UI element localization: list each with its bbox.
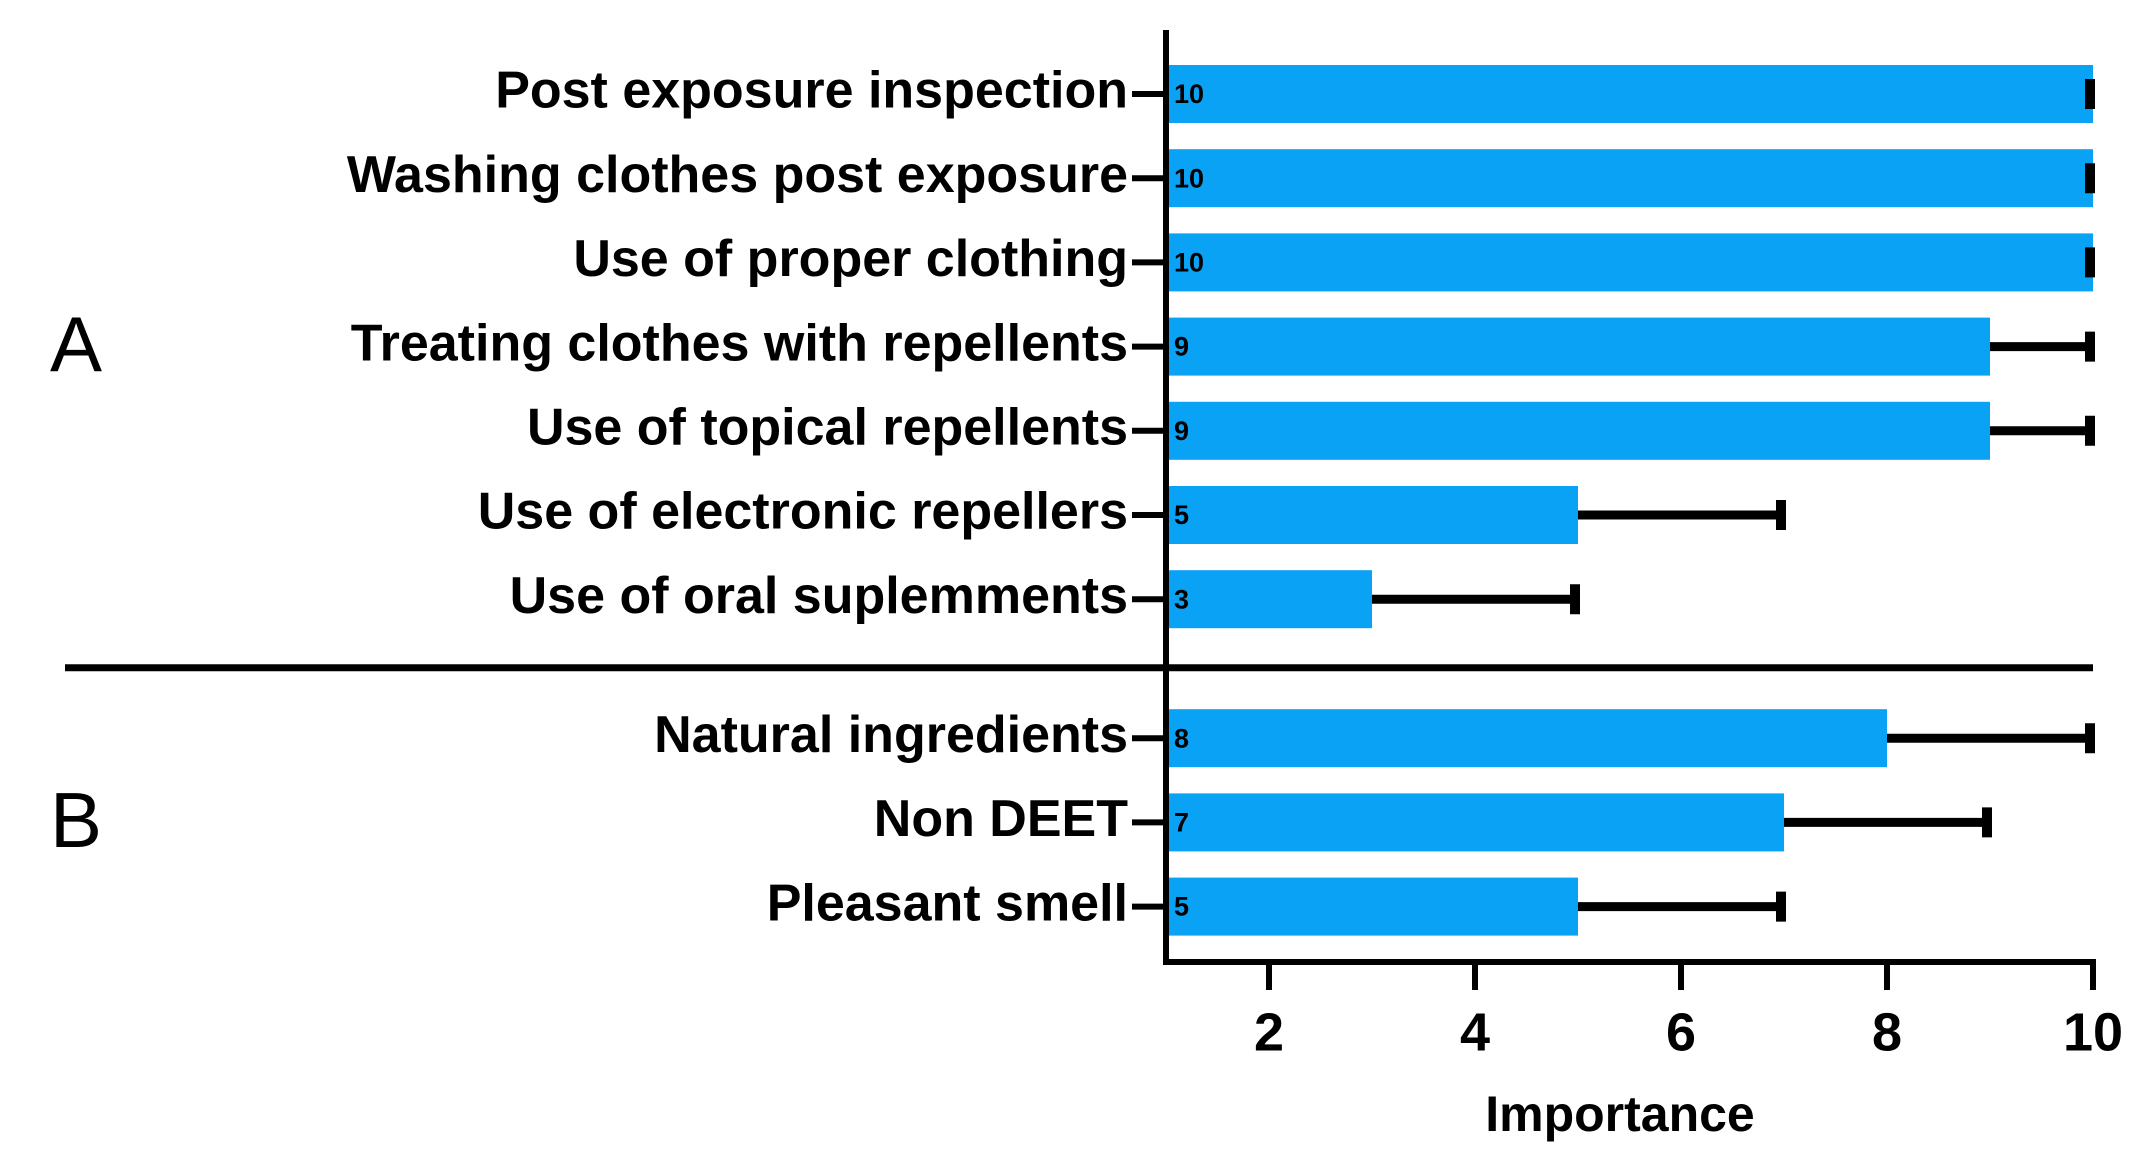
y-tick-label: Non DEET [874, 790, 1128, 848]
bar [1166, 570, 1372, 629]
value-label: 10 [1174, 79, 1204, 109]
bar [1166, 149, 2093, 208]
bar [1166, 793, 1784, 852]
y-tick-label: Post exposure inspection [495, 62, 1128, 120]
x-tick-label: 6 [1666, 1002, 1696, 1062]
x-tick-label: 2 [1254, 1002, 1284, 1062]
value-label: 9 [1174, 416, 1189, 446]
bar [1166, 709, 1887, 768]
value-label: 5 [1174, 500, 1189, 530]
bar [1166, 401, 1990, 460]
group-label: B [50, 776, 102, 864]
y-tick-label: Pleasant smell [767, 874, 1128, 932]
y-tick-label: Use of electronic repellers [478, 483, 1128, 541]
y-tick-label: Use of topical repellents [527, 399, 1128, 457]
x-tick-label: 10 [2063, 1002, 2123, 1062]
y-tick-label: Use of proper clothing [573, 230, 1128, 288]
value-label: 3 [1174, 584, 1189, 614]
y-tick-label: Treating clothes with repellents [351, 314, 1128, 372]
x-tick-label: 8 [1872, 1002, 1902, 1062]
bar [1166, 317, 1990, 376]
group-label: A [50, 300, 102, 388]
value-label: 10 [1174, 248, 1204, 278]
value-label: 9 [1174, 332, 1189, 362]
y-tick-label: Washing clothes post exposure [347, 146, 1128, 204]
x-tick-label: 4 [1460, 1002, 1490, 1062]
y-tick-label: Use of oral suplemments [510, 567, 1128, 625]
x-axis-label: Importance [1485, 1086, 1755, 1142]
y-tick-label: Natural ingredients [654, 706, 1128, 764]
value-label: 5 [1174, 892, 1189, 922]
bar [1166, 233, 2093, 292]
bar [1166, 65, 2093, 123]
bar [1166, 877, 1578, 936]
value-label: 10 [1174, 163, 1204, 193]
value-label: 8 [1174, 723, 1189, 753]
value-label: 7 [1174, 808, 1189, 838]
bar [1166, 486, 1578, 544]
